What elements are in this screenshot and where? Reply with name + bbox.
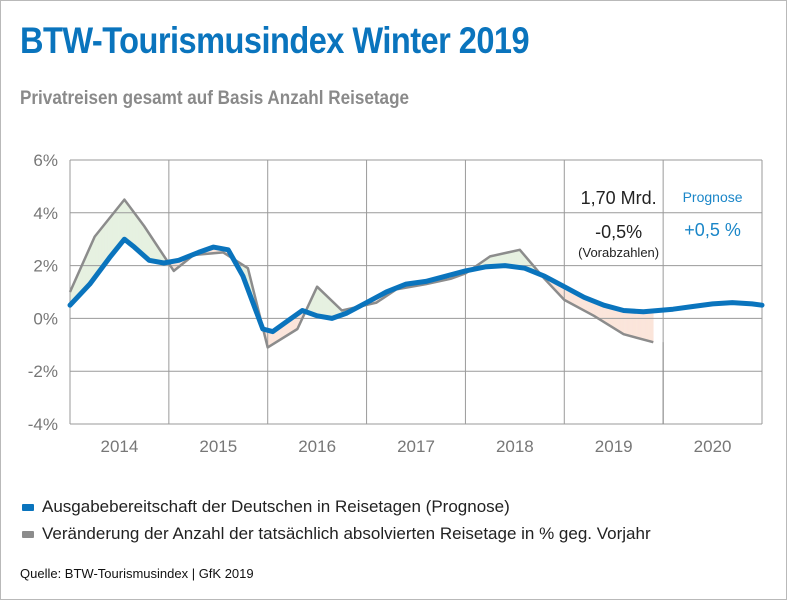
x-tick-label: 2014 — [101, 437, 139, 456]
source-note: Quelle: BTW-Tourismusindex | GfK 2019 — [20, 566, 254, 581]
y-tick-label: 2% — [33, 257, 58, 276]
series-line-blue — [67, 236, 765, 335]
legend-label-blue: Ausgabebereitschaft der Deutschen in Rei… — [42, 497, 510, 516]
y-tick-label: -2% — [28, 362, 58, 381]
y-tick-label: 6% — [33, 151, 58, 170]
annotation-forecast-value: +0,5 % — [684, 220, 741, 240]
x-tick-label: 2017 — [397, 437, 435, 456]
x-tick-label: 2015 — [199, 437, 237, 456]
annotation-change-note: (Vorabzahlen) — [578, 245, 659, 260]
y-tick-label: 0% — [33, 309, 58, 328]
annotation-change-actual: -0,5% — [595, 222, 642, 242]
series-line-gray — [68, 198, 654, 349]
annotation-volume: 1,70 Mrd. — [581, 188, 657, 208]
x-tick-label: 2016 — [298, 437, 336, 456]
legend-label-gray: Veränderung der Anzahl der tatsächlich a… — [42, 524, 651, 543]
x-tick-label: 2019 — [595, 437, 633, 456]
chart-subtitle: Privatreisen gesamt auf Basis Anzahl Rei… — [20, 88, 410, 109]
legend-swatch-gray — [22, 530, 34, 538]
legend-swatch-blue — [22, 503, 34, 511]
annotation-forecast-label: Prognose — [683, 189, 743, 205]
y-tick-label: 4% — [33, 204, 58, 223]
x-tick-label: 2020 — [694, 437, 732, 456]
gap-fill-area — [651, 310, 654, 343]
x-tick-label: 2018 — [496, 437, 534, 456]
y-tick-label: -4% — [28, 415, 58, 434]
legend-item-gray: Veränderung der Anzahl der tatsächlich a… — [22, 524, 651, 544]
legend-item-blue: Ausgabebereitschaft der Deutschen in Rei… — [22, 497, 510, 517]
chart-title: BTW-Tourismusindex Winter 2019 — [20, 20, 530, 61]
